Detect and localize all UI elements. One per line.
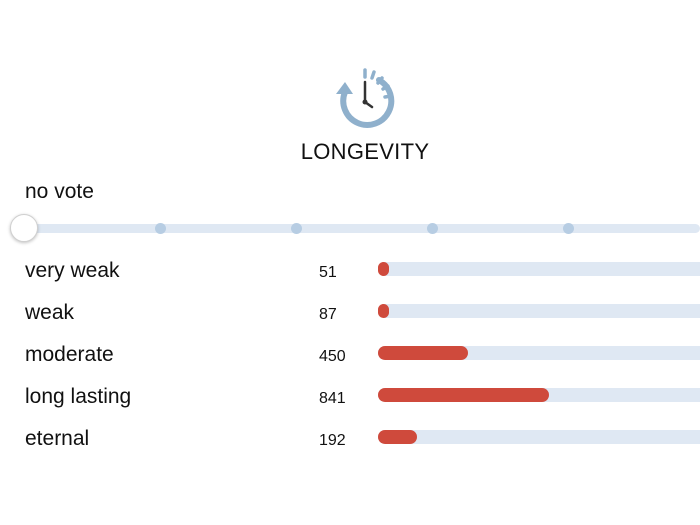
- vote-label: weak: [25, 301, 75, 324]
- vote-bar: [378, 304, 700, 318]
- vote-label: very weak: [25, 259, 120, 282]
- vote-count: 87: [319, 306, 337, 323]
- slider-stop[interactable]: [155, 223, 166, 234]
- vote-bar-fill: [378, 388, 549, 402]
- slider-stop[interactable]: [427, 223, 438, 234]
- vote-label: moderate: [25, 343, 114, 366]
- vote-bar-fill: [378, 262, 389, 276]
- vote-label: eternal: [25, 427, 90, 450]
- vote-bar: [378, 346, 700, 360]
- vote-bar: [378, 430, 700, 444]
- slider-stop[interactable]: [563, 223, 574, 234]
- vote-slider[interactable]: [0, 210, 700, 248]
- current-vote-label: no vote: [25, 180, 94, 203]
- page-title: LONGEVITY: [300, 139, 430, 164]
- vote-results: very weak 51 weak 87 moderate 450 long l…: [0, 250, 700, 460]
- vote-bar-fill: [378, 430, 417, 444]
- vote-bar: [378, 388, 700, 402]
- vote-bar-fill: [378, 346, 469, 360]
- vote-bar-fill: [378, 304, 389, 318]
- slider-stop[interactable]: [291, 223, 302, 234]
- slider-track[interactable]: [24, 224, 700, 233]
- vote-count: 51: [319, 264, 337, 281]
- vote-row-very-weak: very weak 51: [0, 250, 700, 292]
- clock-rewind-icon: [336, 68, 395, 128]
- vote-row-long-lasting: long lasting 841: [0, 376, 700, 418]
- vote-count: 841: [319, 390, 346, 407]
- vote-bar: [378, 262, 700, 276]
- slider-thumb[interactable]: [10, 214, 38, 242]
- vote-row-weak: weak 87: [0, 292, 700, 334]
- vote-label: long lasting: [25, 385, 132, 408]
- vote-count: 192: [319, 432, 346, 449]
- vote-count: 450: [319, 348, 346, 365]
- vote-row-moderate: moderate 450: [0, 334, 700, 376]
- vote-row-eternal: eternal 192: [0, 418, 700, 460]
